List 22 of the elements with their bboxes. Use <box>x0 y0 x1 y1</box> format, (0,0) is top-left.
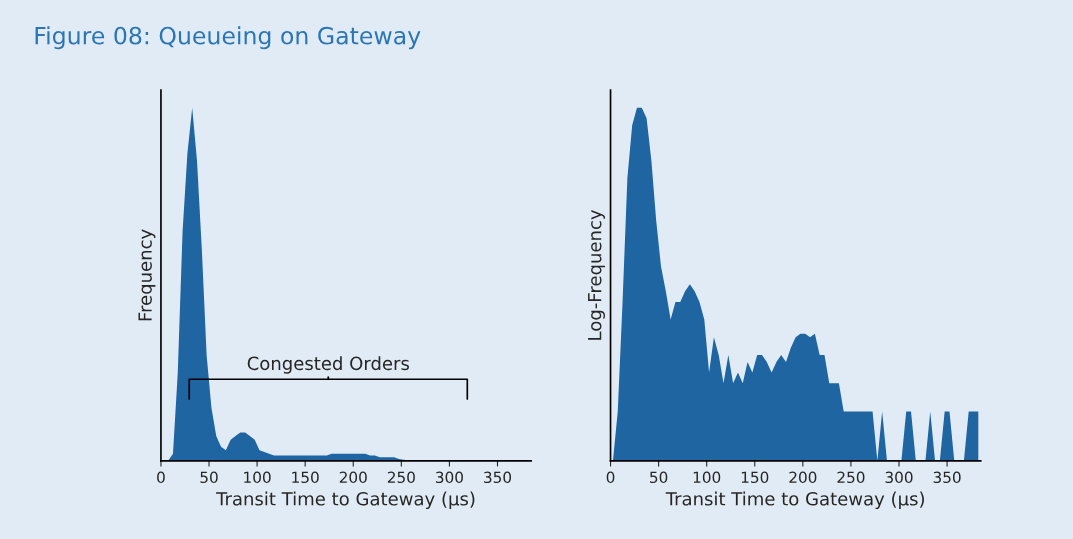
x-tick-label: 300 <box>885 471 913 484</box>
x-tick-label: 100 <box>244 471 271 484</box>
x-tick-label: 250 <box>387 471 415 484</box>
x-tick-label: 0 <box>157 471 165 484</box>
x-tick-label: 200 <box>339 471 367 484</box>
x-tick-label: 100 <box>693 471 721 484</box>
x-tick-label: 300 <box>435 471 463 484</box>
x-tick-label: 50 <box>200 471 218 484</box>
x-tick-label: 150 <box>292 471 319 484</box>
chart-title: Figure 08: Queueing on Gateway <box>35 26 421 50</box>
annotation: Congested Orders <box>247 356 409 374</box>
y-axis-title: Frequency <box>138 229 156 321</box>
x-tick-label: 200 <box>789 471 817 484</box>
x-tick-label: 50 <box>650 471 668 484</box>
y-axis-title: Log-Frequency <box>588 209 605 340</box>
x-tick-label: 350 <box>484 471 512 484</box>
x-tick-label: 350 <box>933 471 961 484</box>
x-axis-title: Transit Time to Gateway (µs) <box>665 491 924 510</box>
x-tick-label: 250 <box>837 471 865 484</box>
x-tick-label: 150 <box>741 471 769 484</box>
x-tick-label: 0 <box>606 471 615 484</box>
x-axis-title: Transit Time to Gateway (µs) <box>216 491 475 510</box>
